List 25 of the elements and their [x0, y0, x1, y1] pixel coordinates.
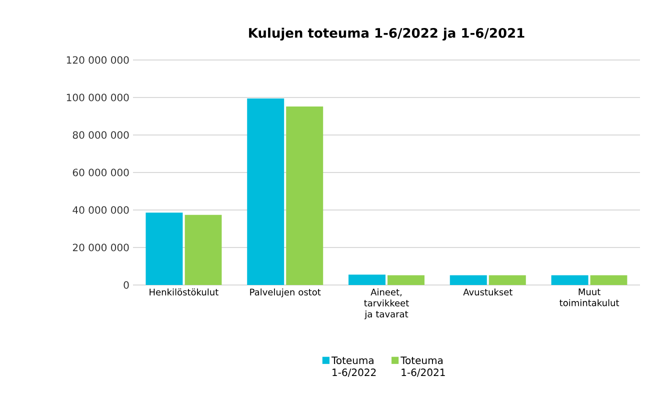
y-tick-label: 20 000 000	[72, 244, 129, 252]
bar	[247, 98, 284, 285]
y-tick-label: 100 000 000	[66, 94, 129, 102]
x-tick-label: Avustukset	[463, 288, 512, 296]
y-tick-label: 60 000 000	[72, 168, 129, 176]
y-tick-label: 40 000 000	[72, 206, 129, 214]
bar	[146, 212, 183, 285]
bar	[286, 106, 324, 285]
bar	[551, 275, 588, 285]
x-tick-label: Palvelujen ostot	[250, 288, 321, 298]
y-tick-label: 80 000 000	[72, 131, 129, 139]
bar	[488, 275, 526, 285]
bar	[590, 275, 628, 285]
x-tick-label: Muut toimintakulut	[560, 288, 620, 306]
x-tick-label: Aineet, tarvikkeet ja tavarat	[364, 288, 409, 320]
bar	[450, 275, 487, 285]
bar	[388, 275, 424, 285]
legend-label: Toteuma 1-6/2021	[400, 356, 445, 377]
chart-title: Kulujen toteuma 1-6/2022 ja 1-6/2021	[249, 28, 524, 40]
x-tick-label: Henkilöstökulut	[150, 288, 218, 296]
bar	[184, 214, 222, 285]
y-tick-label: 120 000 000	[66, 56, 129, 64]
bar	[348, 274, 386, 285]
legend-label: Toteuma 1-6/2022	[331, 356, 376, 377]
y-tick-label: 0	[124, 281, 129, 289]
